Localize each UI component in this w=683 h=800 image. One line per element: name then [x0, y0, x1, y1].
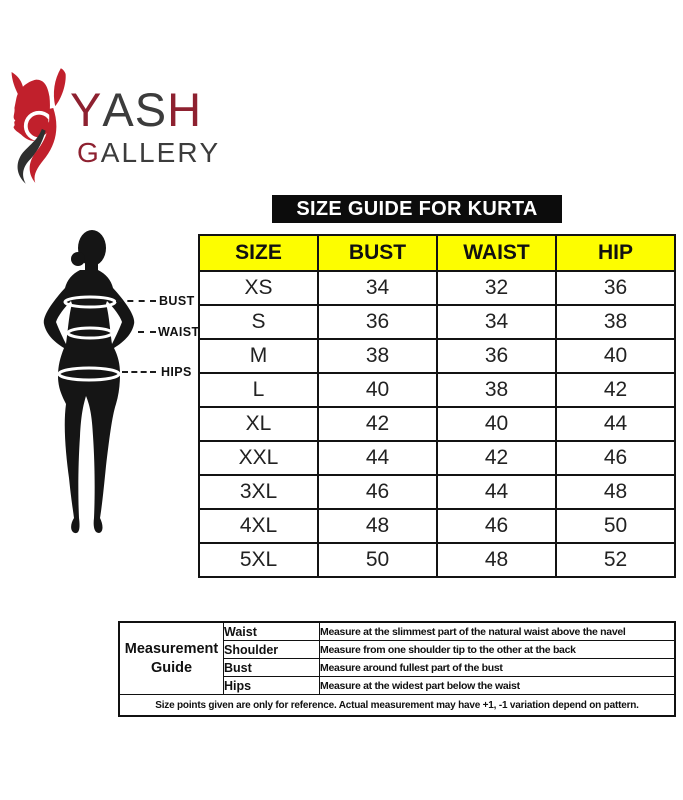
size-label-cell: XS	[198, 270, 319, 306]
measurement-value-cell: 46	[317, 474, 438, 510]
measurement-value-cell: 46	[436, 508, 557, 544]
measurement-guide-body: Measurement Guide Waist Measure at the sli…	[118, 621, 676, 717]
size-label-cell: M	[198, 338, 319, 374]
size-table-row: XS 34 32 36	[198, 270, 676, 306]
size-table-row: M 38 36 40	[198, 338, 676, 374]
brand-letter: Y	[199, 137, 221, 168]
reference-note-row: Size points given are only for reference…	[118, 694, 676, 717]
bust-label: BUST	[159, 294, 195, 308]
measurement-value-cell: 40	[317, 372, 438, 408]
measurement-guide-table: Measurement Guide Waist Measure at the sli…	[118, 621, 676, 717]
brand-letter: E	[156, 137, 178, 168]
measurement-value-cell: 36	[317, 304, 438, 340]
measurement-value-cell: 42	[317, 406, 438, 442]
measurement-value-cell: 48	[555, 474, 676, 510]
brand-letter: R	[177, 137, 200, 168]
measurement-value-cell: 38	[555, 304, 676, 340]
brand-letter: A	[100, 137, 122, 168]
body-part-cell: Hips	[223, 676, 320, 695]
size-label-cell: S	[198, 304, 319, 340]
hips-pointer-line	[122, 371, 156, 373]
measurement-guide-row: Hips Measure at the widest part below the…	[119, 676, 676, 695]
size-label-cell: XL	[198, 406, 319, 442]
hips-label: HIPS	[161, 365, 192, 379]
body-part-cell: Bust	[223, 658, 320, 677]
size-label-cell: L	[198, 372, 319, 408]
measurement-value-cell: 42	[555, 372, 676, 408]
size-table-row: S 36 34 38	[198, 304, 676, 340]
brand-letter: L	[121, 137, 140, 168]
brand-letter: Y	[70, 83, 103, 136]
measure-description-cell: Measure at the widest part below the wai…	[319, 676, 676, 695]
measurement-value-cell: 36	[555, 270, 676, 306]
measurement-value-cell: 40	[436, 406, 557, 442]
measurement-guide-label: Measurement Guide	[118, 621, 224, 695]
size-column-header: SIZE	[198, 234, 319, 272]
body-part-cell: Shoulder	[223, 640, 320, 659]
size-table: SIZE BUST WAIST HIP XS 34 32 36 S 36 34 38 M 38 36 40 L…	[198, 234, 676, 578]
measurement-value-cell: 50	[317, 542, 438, 578]
size-table-row: XL 42 40 44	[198, 406, 676, 442]
measurement-value-cell: 46	[555, 440, 676, 476]
size-label-cell: 3XL	[198, 474, 319, 510]
measurement-value-cell: 48	[436, 542, 557, 578]
size-column-header: HIP	[555, 234, 676, 272]
size-table-header-row: SIZE BUST WAIST HIP	[198, 234, 676, 272]
brand-name-gallery: GALLERY	[77, 139, 220, 167]
brand-letter: S	[134, 83, 168, 136]
size-column-header: BUST	[317, 234, 438, 272]
body-part-cell: Waist	[223, 621, 320, 641]
measure-description-cell: Measure around fullest part of the bust	[319, 658, 676, 677]
measurement-guide-row: Measurement Guide Waist Measure at the sli…	[118, 621, 676, 695]
measurement-value-cell: 40	[555, 338, 676, 374]
measurement-value-cell: 52	[555, 542, 676, 578]
brand-letter: A	[102, 83, 135, 136]
measurement-value-cell: 48	[317, 508, 438, 544]
waist-pointer-line	[138, 331, 156, 333]
measurement-value-cell: 34	[436, 304, 557, 340]
reference-note: Size points given are only for reference…	[118, 694, 676, 717]
measurement-value-cell: 38	[436, 372, 557, 408]
measure-description-cell: Measure from one shoulder tip to the oth…	[319, 640, 676, 659]
size-table-row: XXL 44 42 46	[198, 440, 676, 476]
size-label-cell: 5XL	[198, 542, 319, 578]
measurement-value-cell: 50	[555, 508, 676, 544]
size-table-body: XS 34 32 36 S 36 34 38 M 38 36 40 L 40 38 42 XL 42 40 44 XXL…	[198, 270, 676, 578]
size-table-row: 4XL 48 46 50	[198, 508, 676, 544]
measurement-value-cell: 44	[436, 474, 557, 510]
brand-letter: H	[167, 83, 203, 136]
size-table-row: 5XL 50 48 52	[198, 542, 676, 578]
measurement-value-cell: 44	[555, 406, 676, 442]
woman-face-logo-icon	[11, 68, 66, 184]
brand-letter: G	[77, 137, 101, 168]
measurement-value-cell: 32	[436, 270, 557, 306]
size-label-cell: 4XL	[198, 508, 319, 544]
size-table-row: L 40 38 42	[198, 372, 676, 408]
female-silhouette-figure	[43, 230, 135, 534]
measure-description-cell: Measure at the slimmest part of the natu…	[319, 621, 676, 641]
measurement-value-cell: 38	[317, 338, 438, 374]
brand-letter: L	[139, 137, 157, 168]
waist-label: WAIST	[158, 325, 200, 339]
size-column-header: WAIST	[436, 234, 557, 272]
size-label-cell: XXL	[198, 440, 319, 476]
bust-pointer-line	[116, 300, 156, 302]
measurement-value-cell: 36	[436, 338, 557, 374]
measurement-value-cell: 34	[317, 270, 438, 306]
measurement-value-cell: 44	[317, 440, 438, 476]
page-title: SIZE GUIDE FOR KURTA	[272, 195, 562, 223]
size-table-row: 3XL 46 44 48	[198, 474, 676, 510]
measurement-value-cell: 42	[436, 440, 557, 476]
brand-name-yash: YASH	[70, 86, 202, 133]
